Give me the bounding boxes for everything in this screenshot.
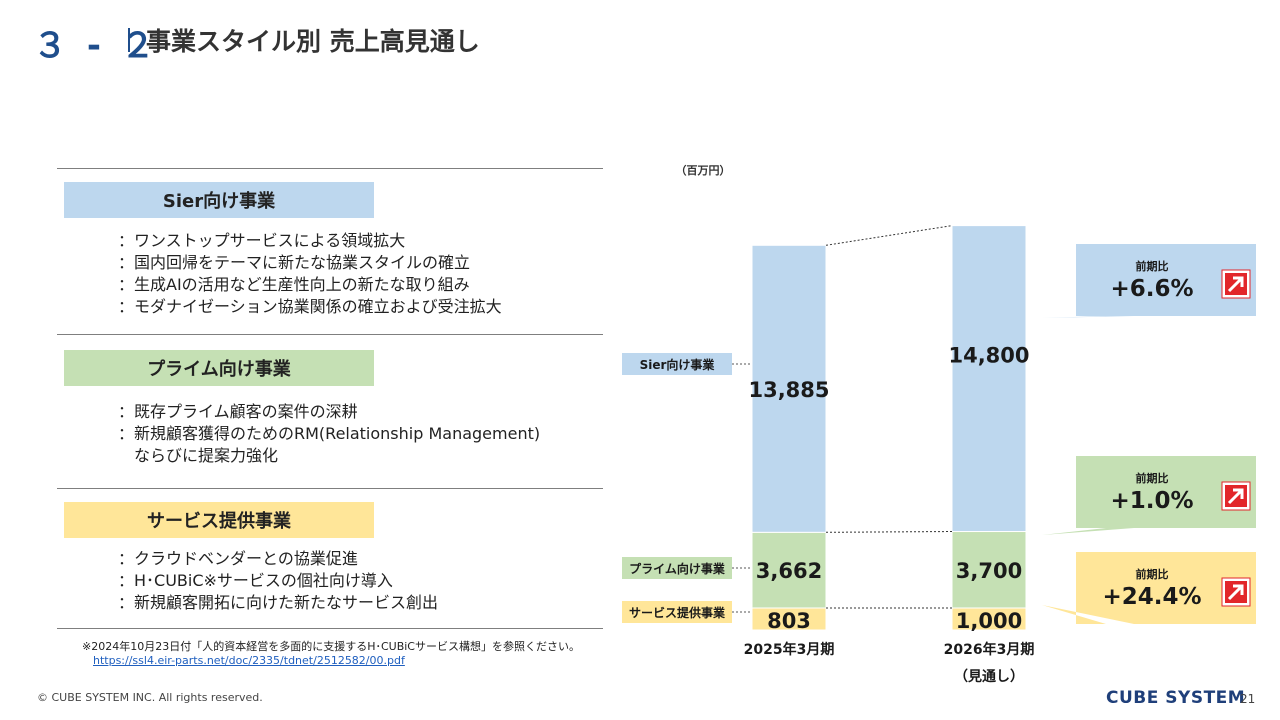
callout-box [1042,552,1256,624]
callout-box [1042,456,1256,535]
callout-box [1042,244,1256,318]
copyright: © CUBE SYSTEM INC. All rights reserved. [37,691,263,704]
bullet-item: ：ワンストップサービスによる領域拡大 [118,231,406,250]
data-label: 1,000 [956,609,1022,633]
callout-value: +6.6% [1110,276,1193,302]
section-number: ３ - ２ [33,26,159,66]
divider-line [57,334,603,335]
footnote-link[interactable]: https://ssl4.eir-parts.net/doc/2335/tdne… [93,654,405,667]
series-tag-label: サービス提供事業 [629,605,726,620]
data-label: 803 [767,609,811,633]
connector-line [825,531,953,533]
section-heading-sier: Sier向け事業 [64,182,374,218]
bullet-item: ：モダナイゼーション協業関係の確立および受注拡大 [118,297,502,316]
divider-line [57,488,603,489]
callout-value: +24.4% [1102,584,1201,610]
bullet-item: ：国内回帰をテーマに新たな協業スタイルの確立 [118,253,471,272]
page-title: 事業スタイル別 売上高見通し [146,27,480,56]
divider-line [57,628,603,629]
up-right-arrow-glyph [1227,488,1244,505]
callout-label: 前期比 [1136,471,1169,485]
bullet-item: ：既存プライム顧客の案件の深耕 [118,402,358,421]
connector-line [825,225,953,246]
title-divider [128,28,130,52]
bullet-list-sier: ：ワンストップサービスによる領域拡大 ：国内回帰をテーマに新たな協業スタイルの確… [118,230,502,318]
series-tag-label: Sier向け事業 [640,357,716,372]
callout-label: 前期比 [1136,259,1169,273]
bullet-item: ：新規顧客開拓に向けた新たなサービス創出 [118,593,439,612]
up-right-arrow-glyph [1227,276,1244,293]
bullet-item: ：新規顧客獲得のためのRM(Relationship Management) [118,424,541,443]
series-tag-box [622,557,732,579]
series-tag-box [622,353,732,375]
footnote: ※2024年10月23日付「人的資本経営を多面的に支援するH･CUBiCサービス… [82,640,580,653]
category-sublabel: （見通し） [954,669,1024,685]
callout-value: +1.0% [1110,488,1193,514]
data-label: 14,800 [948,344,1029,368]
bar-segment [751,531,827,609]
section-heading-prime: プライム向け事業 [64,350,374,386]
data-label: 3,662 [756,559,822,583]
callout-label: 前期比 [1136,567,1169,581]
bullet-item: ：H･CUBiC※サービスの個社向け導入 [118,571,393,590]
company-logo: CUBE SYSTEM [1106,688,1246,708]
series-tag-box [622,601,732,623]
divider-line [57,168,603,169]
unit-label: （百万円） [676,164,731,177]
series-tag-label: プライム向け事業 [629,561,726,576]
bullet-list-service: ：クラウドベンダーとの協業促進 ：H･CUBiC※サービスの個社向け導入 ：新規… [118,548,438,614]
category-label: 2026年3月期 [944,641,1035,658]
bar-segment [951,225,1027,533]
bullet-item: ならびに提案力強化 [118,446,279,465]
bar-segment [751,244,827,533]
up-right-arrow-glyph [1227,584,1244,601]
data-label: 3,700 [956,559,1022,583]
category-label: 2025年3月期 [744,641,835,658]
bullet-item: ：生成AIの活用など生産性向上の新たな取り組み [118,275,470,294]
bullet-list-prime: ：既存プライム顧客の案件の深耕 ：新規顧客獲得のためのRM(Relationsh… [118,401,540,467]
bullet-item: ：クラウドベンダーとの協業促進 [118,549,358,568]
data-label: 13,885 [748,378,829,402]
page-number: 21 [1240,692,1256,706]
bar-segment [951,531,1027,609]
section-heading-service: サービス提供事業 [64,502,374,538]
stacked-bar-chart: 803 3,662 13,885 2025年3月期 1,000 3,700 14,800 20… [622,164,1256,685]
